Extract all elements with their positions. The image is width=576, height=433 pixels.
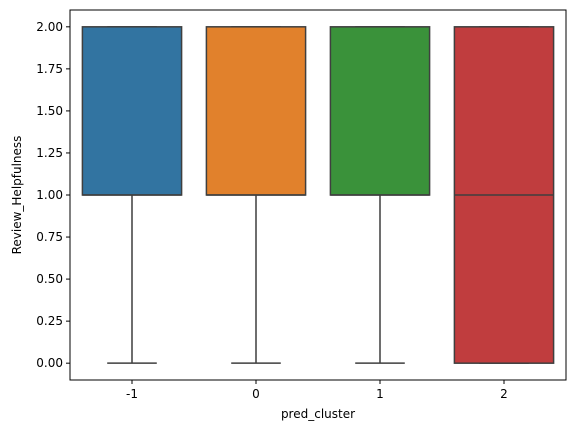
x-tick-label: 2 — [500, 387, 508, 401]
box-1 — [329, 26, 431, 196]
y-tick-label: 1.25 — [36, 146, 63, 160]
box-group-2 — [453, 26, 555, 364]
boxes-layer — [81, 26, 555, 364]
x-axis-label: pred_cluster — [281, 407, 355, 421]
y-tick-label: 0.00 — [36, 356, 63, 370]
x-tick-label: -1 — [126, 387, 138, 401]
y-tick-label: 1.50 — [36, 104, 63, 118]
box-0 — [205, 26, 307, 196]
y-tick-label: 0.50 — [36, 272, 63, 286]
y-tick-label: 0.75 — [36, 230, 63, 244]
x-tick-label: 0 — [252, 387, 260, 401]
plot-frame — [69, 9, 567, 381]
box-group-1 — [329, 26, 431, 364]
y-tick-label: 1.00 — [36, 188, 63, 202]
y-tick-label: 2.00 — [36, 20, 63, 34]
y-tick-label: 0.25 — [36, 314, 63, 328]
y-axis-label: Review_Helpfulness — [10, 136, 24, 255]
box--1 — [81, 26, 183, 196]
box-group--1 — [81, 26, 183, 364]
y-tick-label: 1.75 — [36, 62, 63, 76]
ticks-layer: 0.00 0.25 0.50 0.75 1.00 1.25 1.50 1.75 2.00 -1 0 1… — [36, 20, 508, 401]
box-group-0 — [205, 26, 307, 364]
x-tick-label: 1 — [376, 387, 384, 401]
